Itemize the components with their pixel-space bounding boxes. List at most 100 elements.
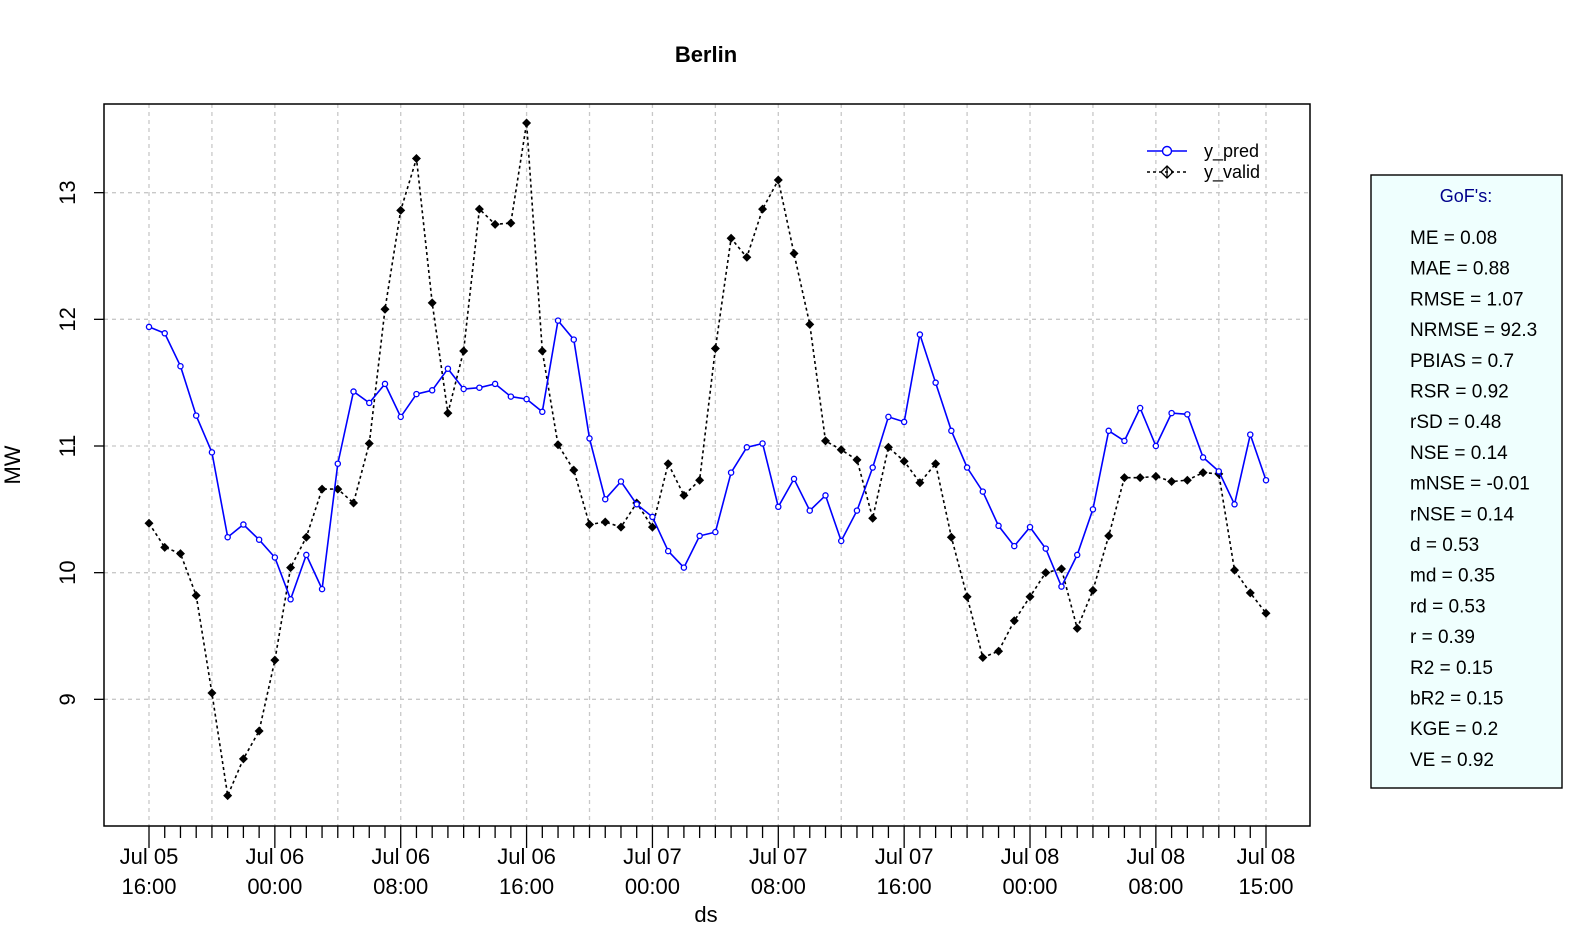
data-point-y-pred	[1215, 468, 1223, 475]
data-point-y-valid	[1088, 585, 1098, 595]
x-axis: Jul 05 16:00 Jul 06 00:00 Jul 06 08:00 Jul 06 1…	[120, 826, 1295, 899]
data-point-y-pred	[680, 564, 688, 571]
data-point-y-pred	[837, 537, 845, 545]
data-point-y-valid	[1198, 468, 1208, 478]
x-tick-label-time: 00:00	[247, 874, 302, 899]
data-point-y-valid	[899, 456, 909, 466]
x-tick-label-date: Jul 06	[497, 844, 556, 869]
data-point-y-valid	[396, 205, 406, 215]
y-axis: 9 10 11 12 13	[55, 180, 104, 705]
data-point-y-pred	[885, 413, 892, 421]
data-point-y-pred	[145, 323, 153, 331]
gof-entry: MAE = 0.88	[1410, 259, 1510, 280]
data-point-y-valid	[490, 219, 500, 229]
y-tick-label: 10	[55, 560, 80, 584]
data-point-y-valid	[1072, 623, 1082, 633]
data-point-y-valid	[1119, 473, 1129, 483]
data-point-y-pred	[1136, 404, 1144, 412]
data-point-y-pred	[1011, 542, 1018, 550]
gof-entry: PBIAS = 0.7	[1410, 351, 1514, 372]
gof-box: GoF's: ME = 0.08 MAE = 0.88 RMSE = 1.07 NRMS…	[1370, 174, 1563, 789]
data-point-y-valid	[301, 532, 311, 542]
data-point-y-pred	[649, 513, 656, 521]
x-tick-label-time: 16:00	[499, 874, 554, 899]
data-point-y-valid	[506, 218, 516, 228]
data-point-y-pred	[1262, 476, 1270, 484]
data-point-y-pred	[1105, 427, 1112, 435]
data-point-y-pred	[932, 379, 939, 386]
data-point-y-valid	[1025, 592, 1035, 602]
grid	[104, 104, 1310, 826]
data-point-y-pred	[255, 536, 263, 543]
data-point-y-valid	[1261, 608, 1271, 618]
data-point-y-valid	[175, 549, 185, 559]
data-point-y-pred	[1042, 545, 1049, 552]
gof-title: GoF's:	[1440, 186, 1492, 206]
data-point-y-valid	[553, 440, 563, 450]
data-point-y-pred	[1152, 442, 1160, 450]
data-point-y-pred	[617, 478, 625, 485]
data-point-y-valid	[1009, 616, 1019, 626]
data-point-y-pred	[444, 365, 452, 372]
data-point-y-pred	[806, 507, 814, 514]
gof-entry: KGE = 0.2	[1410, 719, 1498, 740]
data-point-y-valid	[710, 343, 720, 353]
y-axis-label: MW	[0, 445, 25, 484]
data-point-y-valid	[411, 153, 421, 163]
data-point-y-valid	[663, 459, 673, 469]
data-point-y-pred	[712, 528, 719, 536]
gof-entry: RSR = 0.92	[1410, 382, 1509, 403]
data-point-y-valid	[254, 726, 264, 736]
data-point-y-valid	[820, 436, 830, 446]
data-point-y-pred	[1026, 523, 1034, 531]
x-axis-label: ds	[694, 902, 717, 927]
data-point-y-valid	[1167, 476, 1177, 486]
data-point-y-valid	[537, 346, 547, 356]
data-point-y-valid	[585, 520, 595, 530]
data-point-y-valid	[695, 475, 705, 485]
data-point-y-valid	[238, 754, 248, 764]
data-point-y-valid	[931, 459, 941, 469]
data-point-y-pred	[1184, 411, 1191, 418]
plot-frame	[103, 103, 1311, 827]
data-point-y-valid	[836, 445, 846, 455]
data-point-y-pred	[1199, 454, 1207, 461]
data-point-y-valid	[380, 304, 390, 314]
data-point-y-valid	[773, 175, 783, 185]
data-point-y-pred	[995, 522, 1002, 530]
data-point-y-valid	[569, 465, 579, 475]
gof-entry: mNSE = -0.01	[1410, 474, 1530, 495]
data-point-y-pred	[381, 380, 389, 388]
data-point-y-pred	[1247, 431, 1254, 438]
data-point-y-pred	[476, 384, 483, 391]
y-tick-label: 13	[55, 180, 80, 204]
data-point-y-pred	[303, 551, 310, 559]
data-point-y-pred	[1089, 506, 1097, 513]
data-point-y-valid	[144, 518, 154, 528]
data-point-y-valid	[1104, 531, 1114, 541]
gof-entry: NRMSE = 92.3	[1410, 320, 1537, 341]
data-point-y-valid	[742, 252, 752, 262]
x-tick-label-time: 16:00	[121, 874, 176, 899]
data-point-y-pred	[192, 412, 200, 419]
series-line-y-pred	[148, 318, 1267, 602]
series-layer	[144, 118, 1271, 801]
data-point-y-valid	[223, 791, 233, 801]
legend-entry-y-valid: y_valid	[1204, 162, 1260, 183]
data-point-y-valid	[915, 478, 925, 488]
data-point-y-valid	[160, 542, 170, 552]
data-point-y-pred	[1231, 501, 1238, 508]
data-point-y-valid	[1041, 568, 1051, 578]
data-point-y-pred	[413, 390, 420, 398]
data-point-y-pred	[586, 435, 593, 442]
data-point-y-pred	[633, 501, 640, 508]
data-point-y-valid	[1151, 471, 1161, 481]
data-point-y-valid	[286, 563, 296, 573]
data-point-y-valid	[191, 590, 201, 600]
x-tick-label-date: Jul 08	[1001, 844, 1060, 869]
data-point-y-valid	[427, 298, 437, 308]
data-point-y-valid	[1182, 475, 1192, 485]
y-tick-label: 11	[55, 435, 80, 458]
